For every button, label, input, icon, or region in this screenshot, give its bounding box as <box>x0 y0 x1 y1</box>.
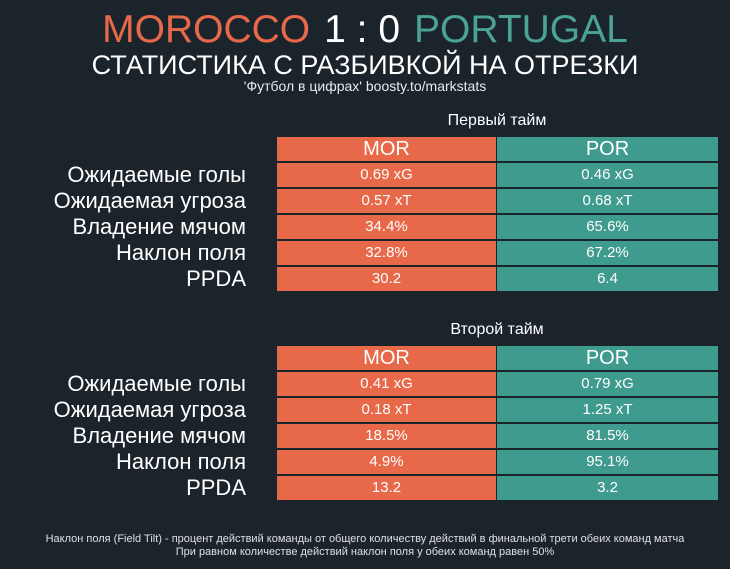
row-label: PPDA <box>186 266 246 291</box>
home-value-cell: 0.57 xT <box>277 188 496 214</box>
away-value-cell: 67.2% <box>497 240 718 266</box>
table-row: Ожидаемые голы 0.69 xG 0.46 xG <box>0 162 730 188</box>
home-value-cell: 18.5% <box>277 423 496 449</box>
row-label: Ожидаемые голы <box>67 162 246 187</box>
table-row: Ожидаемые голы 0.41 xG 0.79 xG <box>0 371 730 397</box>
row-label: PPDA <box>186 475 246 500</box>
section-title-first-half: Первый тайм <box>447 112 547 129</box>
home-value-cell: 0.18 xT <box>277 397 496 423</box>
match-score: 1 : 0 <box>324 8 401 51</box>
row-label: Наклон поля <box>116 240 246 265</box>
row-label: Ожидаемые голы <box>67 371 246 396</box>
row-label: Ожидаемая угроза <box>53 397 246 422</box>
home-value-cell: 0.69 xG <box>277 162 496 188</box>
table-row: Наклон поля 32.8% 67.2% <box>0 240 730 266</box>
home-value-cell: 32.8% <box>277 240 496 266</box>
away-value-cell: 0.46 xG <box>497 162 718 188</box>
column-header-away: POR <box>497 345 718 371</box>
table-header-row: MOR POR <box>0 136 730 162</box>
away-value-cell: 0.79 xG <box>497 371 718 397</box>
section-title-second-half: Второй тайм <box>450 321 544 338</box>
row-label: Владение мячом <box>72 214 246 239</box>
away-value-cell: 65.6% <box>497 214 718 240</box>
row-label: Наклон поля <box>116 449 246 474</box>
table-row: Владение мячом 34.4% 65.6% <box>0 214 730 240</box>
match-score-line: MOROCCO 1 : 0 PORTUGAL <box>0 8 730 52</box>
table-row: Ожидаемая угроза 0.18 xT 1.25 xT <box>0 397 730 423</box>
table-header-row: MOR POR <box>0 345 730 371</box>
row-label: Ожидаемая угроза <box>53 188 246 213</box>
away-value-cell: 0.68 xT <box>497 188 718 214</box>
footnote-line-2: При равном количестве действий наклон по… <box>175 546 555 558</box>
column-header-away: POR <box>497 136 718 162</box>
footnote-line-1: Наклон поля (Field Tilt) - процент дейст… <box>45 533 685 545</box>
table-row: Ожидаемая угроза 0.57 xT 0.68 xT <box>0 188 730 214</box>
away-value-cell: 3.2 <box>497 475 718 501</box>
row-label: Владение мячом <box>72 423 246 448</box>
away-value-cell: 6.4 <box>497 266 718 292</box>
page-subtitle: СТАТИСТИКА С РАЗБИВКОЙ НА ОТРЕЗКИ <box>91 50 639 80</box>
home-value-cell: 13.2 <box>277 475 496 501</box>
column-header-home: MOR <box>277 345 496 371</box>
away-value-cell: 81.5% <box>497 423 718 449</box>
away-value-cell: 1.25 xT <box>497 397 718 423</box>
away-value-cell: 95.1% <box>497 449 718 475</box>
away-team-name: PORTUGAL <box>414 8 628 51</box>
home-value-cell: 0.41 xG <box>277 371 496 397</box>
home-value-cell: 4.9% <box>277 449 496 475</box>
home-value-cell: 34.4% <box>277 214 496 240</box>
table-row: PPDA 30.2 6.4 <box>0 266 730 292</box>
home-value-cell: 30.2 <box>277 266 496 292</box>
table-row: Наклон поля 4.9% 95.1% <box>0 449 730 475</box>
table-row: PPDA 13.2 3.2 <box>0 475 730 501</box>
column-header-home: MOR <box>277 136 496 162</box>
home-team-name: MOROCCO <box>102 8 311 51</box>
table-row: Владение мячом 18.5% 81.5% <box>0 423 730 449</box>
source-credit: 'Футбол в цифрах' boosty.to/markstats <box>243 78 487 94</box>
